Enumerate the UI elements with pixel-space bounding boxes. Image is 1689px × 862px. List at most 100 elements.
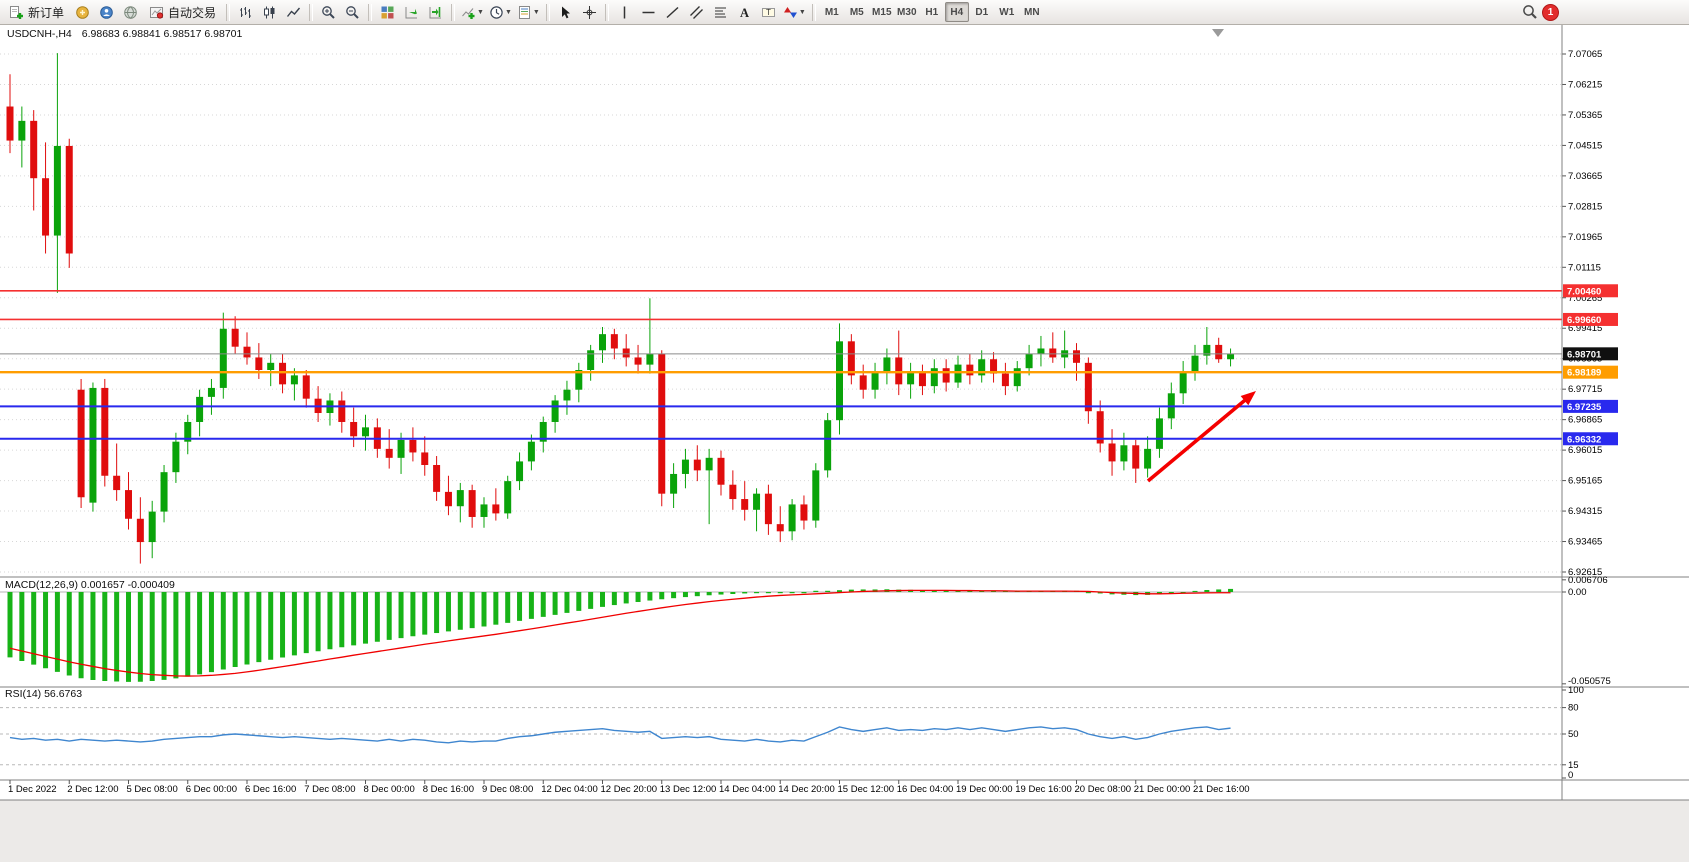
svg-text:6.92615: 6.92615 <box>1568 567 1602 578</box>
toolbar-separator <box>226 3 231 21</box>
channel-tool-button[interactable] <box>685 2 708 22</box>
timeframe-m30-button[interactable]: M30 <box>895 2 919 22</box>
bar-chart-button[interactable] <box>234 2 257 22</box>
new-order-button[interactable]: 新订单 <box>3 2 70 22</box>
vertical-line-tool-button[interactable] <box>613 2 636 22</box>
timeframe-h4-button[interactable]: H4 <box>944 2 969 22</box>
trendline-icon <box>666 6 679 18</box>
svg-text:6.99660: 6.99660 <box>1567 315 1601 326</box>
auto-scroll-button[interactable] <box>400 2 423 22</box>
tile-windows-button[interactable] <box>376 2 399 22</box>
horizontal-line-icon <box>642 11 655 13</box>
horizontal-line-tool-button[interactable] <box>637 2 660 22</box>
timeframe-w1-button[interactable]: W1 <box>995 2 1019 22</box>
zoom-in-button[interactable] <box>317 2 340 22</box>
crosshair-tool-button[interactable] <box>578 2 601 22</box>
autotrading-button[interactable]: 自动交易 <box>143 2 222 22</box>
chevron-down-icon: ▼ <box>504 8 512 16</box>
svg-text:9 Dec 08:00: 9 Dec 08:00 <box>482 784 533 795</box>
label-tool-button[interactable]: T <box>757 2 780 22</box>
svg-text:7.02815: 7.02815 <box>1568 201 1602 212</box>
rsi-line <box>9 726 1231 744</box>
auto-scroll-icon <box>405 6 418 18</box>
svg-text:A: A <box>740 6 749 20</box>
svg-text:7.01115: 7.01115 <box>1568 262 1601 273</box>
line-chart-icon <box>286 7 301 17</box>
indicators-button[interactable]: ▼ <box>459 2 486 22</box>
timeframe-m1-button[interactable]: M1 <box>820 2 844 22</box>
svg-text:15 Dec 12:00: 15 Dec 12:00 <box>838 784 895 795</box>
svg-text:6 Dec 00:00: 6 Dec 00:00 <box>186 784 237 795</box>
svg-text:7.00265: 7.00265 <box>1568 293 1602 304</box>
timeframe-m15-button[interactable]: M15 <box>870 2 894 22</box>
zoom-in-icon <box>322 5 335 19</box>
zoom-out-button[interactable] <box>341 2 364 22</box>
arrows-icon <box>783 6 797 18</box>
fibonacci-tool-button[interactable] <box>709 2 732 22</box>
svg-text:6.98701: 6.98701 <box>1567 349 1602 360</box>
templates-button[interactable]: ▼ <box>515 2 542 22</box>
chart-title: USDCNH-,H4 6.98683 6.98841 6.98517 6.9870… <box>7 28 242 40</box>
macd-histogram <box>7 588 1234 682</box>
crosshair-icon <box>582 5 596 19</box>
svg-text:1 Dec 2022: 1 Dec 2022 <box>8 784 57 795</box>
vps-globe-icon <box>124 5 137 19</box>
toolbar-separator <box>545 3 550 21</box>
candles-layer <box>6 53 1235 564</box>
time-axis[interactable] <box>9 780 1196 784</box>
chart-shift-marker[interactable] <box>1212 29 1224 37</box>
svg-text:19 Dec 16:00: 19 Dec 16:00 <box>1015 784 1072 795</box>
notification-badge[interactable]: 1 <box>1542 3 1559 21</box>
clock-icon <box>490 5 503 19</box>
svg-text:100: 100 <box>1568 685 1584 696</box>
svg-text:13 Dec 12:00: 13 Dec 12:00 <box>660 784 717 795</box>
indicators-icon <box>462 7 475 19</box>
signals-button[interactable] <box>95 2 118 22</box>
chevron-down-icon: ▼ <box>477 8 484 16</box>
svg-text:7.04515: 7.04515 <box>1568 140 1602 151</box>
vps-button[interactable] <box>119 2 142 22</box>
svg-text:6.97235: 6.97235 <box>1567 402 1602 413</box>
cursor-tool-button[interactable] <box>554 2 577 22</box>
svg-text:21 Dec 16:00: 21 Dec 16:00 <box>1193 784 1250 795</box>
svg-text:0.006706: 0.006706 <box>1568 575 1608 586</box>
arrows-tool-button[interactable]: ▼ <box>781 2 808 22</box>
search-button[interactable] <box>1518 2 1541 22</box>
timeframe-m5-button[interactable]: M5 <box>845 2 869 22</box>
svg-text:6.99415: 6.99415 <box>1568 323 1602 334</box>
market-button[interactable] <box>71 2 94 22</box>
trendline-tool-button[interactable] <box>661 2 684 22</box>
svg-text:2 Dec 12:00: 2 Dec 12:00 <box>67 784 118 795</box>
svg-text:6 Dec 16:00: 6 Dec 16:00 <box>245 784 296 795</box>
toolbar-separator <box>309 3 314 21</box>
svg-text:20 Dec 08:00: 20 Dec 08:00 <box>1075 784 1132 795</box>
trend-arrow-annotation[interactable] <box>1146 391 1256 483</box>
text-tool-button[interactable]: A <box>733 2 756 22</box>
fibonacci-icon <box>714 7 726 17</box>
timeframe-d1-button[interactable]: D1 <box>970 2 994 22</box>
timeframe-mn-button[interactable]: MN <box>1020 2 1044 22</box>
svg-text:7.05365: 7.05365 <box>1568 110 1602 121</box>
periods-button[interactable]: ▼ <box>487 2 514 22</box>
svg-text:7.01965: 7.01965 <box>1568 232 1602 243</box>
chart-ohlc-values: 6.98683 6.98841 6.98517 6.98701 <box>81 28 243 40</box>
chart-shift-icon <box>429 6 442 18</box>
svg-text:6.97715: 6.97715 <box>1568 384 1602 395</box>
macd-indicator-label: MACD(12,26,9) 0.001657 -0.000409 <box>5 579 175 591</box>
cursor-icon <box>561 6 570 18</box>
hlines-layer[interactable] <box>0 284 1618 446</box>
svg-text:7.00460: 7.00460 <box>1567 286 1601 297</box>
svg-text:16 Dec 04:00: 16 Dec 04:00 <box>897 784 954 795</box>
svg-text:80: 80 <box>1568 703 1579 714</box>
svg-text:19 Dec 00:00: 19 Dec 00:00 <box>956 784 1013 795</box>
text-icon: A <box>740 6 749 20</box>
svg-text:8 Dec 00:00: 8 Dec 00:00 <box>364 784 415 795</box>
signals-icon <box>100 5 113 19</box>
line-chart-button[interactable] <box>282 2 305 22</box>
chart-shift-button[interactable] <box>424 2 447 22</box>
timeframe-h1-button[interactable]: H1 <box>920 2 944 22</box>
channel-icon <box>689 5 703 19</box>
candlestick-chart-button[interactable] <box>258 2 281 22</box>
candlestick-chart-icon <box>264 6 275 18</box>
